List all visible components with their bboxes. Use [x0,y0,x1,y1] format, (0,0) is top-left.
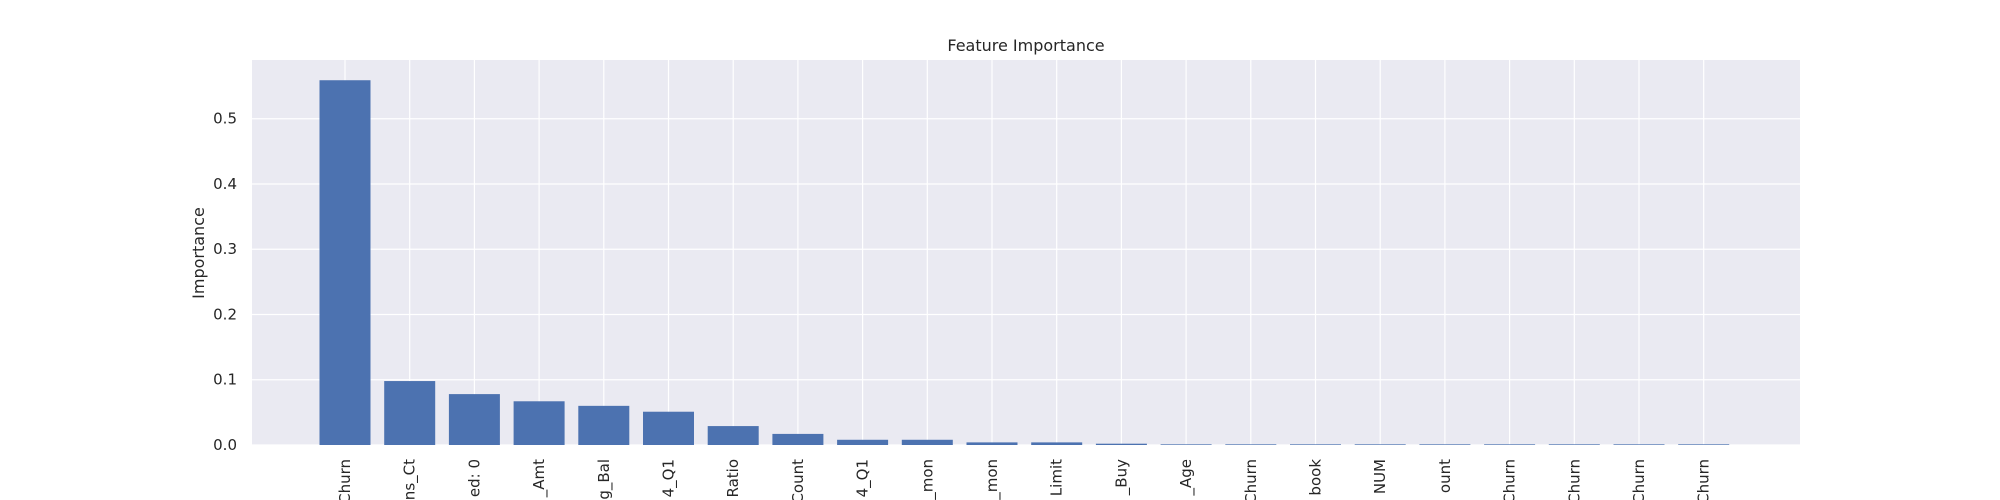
bar-20 [1613,444,1665,445]
x-tick-label: 4_Q1 [854,459,873,497]
x-tick-label: _mon [918,459,937,500]
bar-6 [707,426,759,445]
bar-9 [901,439,953,445]
bar-17 [1419,444,1471,445]
bar-13 [1160,444,1212,445]
x-tick-label: _Amt [530,459,549,498]
x-tick-label: g_Bal [595,459,614,500]
grid-lines [252,60,1800,446]
bar-11 [1031,442,1083,445]
bar-4 [578,405,630,445]
bar-21 [1678,444,1730,445]
bar-10 [966,442,1018,445]
plot-area [252,60,1800,445]
x-tick-label: Count [789,459,807,500]
x-tick-label: ed: 0 [465,459,483,497]
x-tick-label: Churn [1242,459,1260,500]
x-tick-labels: Churn ns_Ct ed: 0 _Amt g_Bal 4_Q1 Ratio Count 4_… [336,459,1713,500]
bar-19 [1548,444,1600,445]
x-tick-label: ount [1436,459,1454,493]
bar-15 [1290,444,1341,445]
bars [319,80,1730,445]
x-tick-label: _Age [1177,459,1196,497]
x-tick-label: NUM [1371,459,1389,494]
bar-5 [643,411,694,445]
x-tick-label: Limit [1048,459,1066,496]
bar-18 [1484,444,1536,445]
bar-12 [1095,443,1147,445]
x-tick-label: ns_Ct [401,459,420,500]
y-tick-label: 0.3 [213,240,237,258]
chart-title: Feature Importance [947,36,1104,55]
x-tick-label: 4_Q1 [660,459,679,497]
y-tick-label: 0.5 [213,110,237,128]
bar-16 [1354,444,1406,445]
x-tick-label: _mon [983,459,1002,500]
x-tick-label: _Buy [1112,459,1131,496]
x-tick-label: Ratio [724,459,742,498]
bar-2 [448,394,500,445]
y-tick-label: 0.0 [213,436,237,454]
x-tick-label: Churn [1630,459,1648,500]
y-tick-labels: 0.0 0.1 0.2 0.3 0.4 0.5 [213,110,237,454]
bar-3 [513,401,565,445]
y-tick-label: 0.4 [213,175,237,193]
y-tick-label: 0.2 [213,305,237,323]
x-tick-label: Churn [336,459,354,500]
x-tick-label: Churn [1501,459,1519,500]
y-tick-label: 0.1 [213,371,237,389]
bar-14 [1225,444,1277,445]
bar-1 [384,381,436,445]
x-tick-label: book [1307,459,1325,496]
x-tick-label: Churn [1695,459,1713,500]
bar-8 [837,439,889,445]
y-axis-label: Importance [189,207,208,299]
x-tick-label: Churn [1565,459,1583,500]
bar-7 [772,433,824,445]
bar-0 [319,80,371,445]
